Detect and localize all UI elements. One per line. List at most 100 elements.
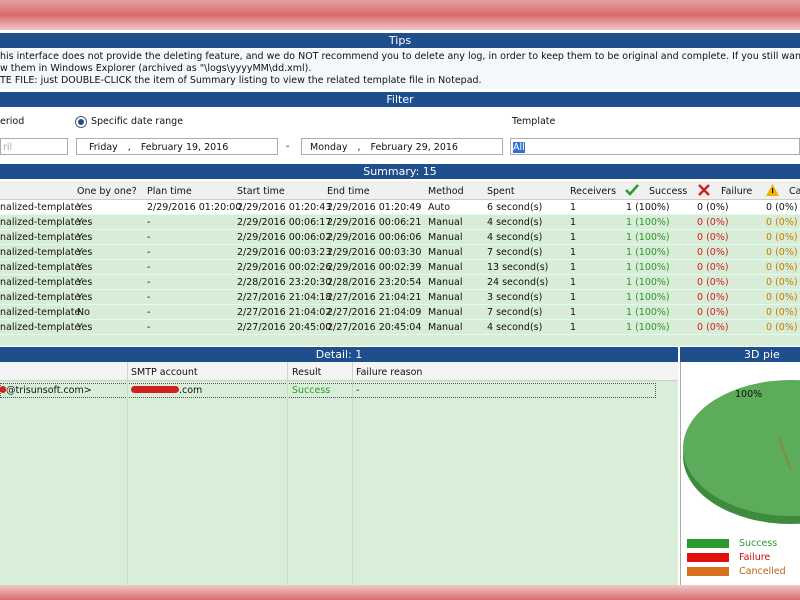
- period-label: eriod: [0, 116, 25, 127]
- template-label: Template: [512, 116, 556, 127]
- detail-grid: SMTP account Result Failure reason @tris…: [0, 362, 678, 585]
- cell: 2/29/2016 00:02:39: [327, 262, 422, 273]
- cell: Manual: [428, 292, 463, 303]
- summary-row[interactable]: nalized-template Yes - 2/28/2016 23:20:30 2/…: [0, 275, 800, 290]
- cell: 0 (0%): [766, 262, 798, 273]
- from-date-picker[interactable]: Friday, February 19, 2016: [76, 138, 278, 155]
- cell: 2/27/2016 20:45:00: [237, 322, 332, 333]
- summary-row[interactable]: nalized-template Yes - 2/29/2016 00:06:02 2/…: [0, 230, 800, 245]
- summary-row[interactable]: nalized-template Yes - 2/27/2016 20:45:00 2/…: [0, 320, 800, 335]
- cell: 1: [570, 262, 577, 273]
- cell: 6 second(s): [487, 202, 543, 213]
- column-header: Failure: [721, 186, 753, 197]
- cell: 0 (0%): [697, 262, 729, 273]
- summary-row[interactable]: nalized-template Yes - 2/27/2016 21:04:18 2/…: [0, 290, 800, 305]
- summary-row[interactable]: nalized-template Yes - 2/29/2016 00:03:23 2/…: [0, 245, 800, 260]
- cell: 3 second(s): [487, 292, 543, 303]
- cell: Auto: [428, 202, 451, 213]
- summary-row[interactable]: nalized-template Yes 2/29/2016 01:20:00 2/2…: [0, 200, 800, 215]
- cell: 2/29/2016 00:06:21: [327, 217, 422, 228]
- cell: 2/28/2016 23:20:30: [237, 277, 332, 288]
- cell: 1: [570, 217, 577, 228]
- cell: 2/27/2016 21:04:18: [237, 292, 332, 303]
- separator: ,: [127, 142, 131, 153]
- date: February 29, 2016: [370, 142, 458, 153]
- tips-line: w them in Windows Explorer (archived as …: [0, 63, 312, 74]
- cell: nalized-template: [0, 292, 81, 303]
- cell: 24 second(s): [487, 277, 549, 288]
- cell: 1 (100%): [626, 307, 670, 318]
- cell: Success: [292, 385, 331, 396]
- cell: 4 second(s): [487, 217, 543, 228]
- cell: nalized-template: [0, 262, 81, 273]
- cell: 0 (0%): [766, 292, 798, 303]
- failure-icon: [698, 184, 710, 196]
- day: Monday: [310, 142, 348, 153]
- cell: No: [77, 307, 90, 318]
- cell: Manual: [428, 247, 463, 258]
- cell: 0 (0%): [697, 307, 729, 318]
- cell: 1 (100%): [626, 232, 670, 243]
- cell: -: [147, 217, 151, 228]
- combo-value: ril: [3, 142, 13, 153]
- cell: 2/29/2016 01:20:43: [237, 202, 332, 213]
- cell: 1 (100%): [626, 217, 670, 228]
- cell: Manual: [428, 277, 463, 288]
- template-input[interactable]: All: [510, 138, 800, 155]
- cell: 0 (0%): [697, 232, 729, 243]
- radio-button[interactable]: [75, 116, 87, 128]
- cell: 0 (0%): [766, 232, 798, 243]
- column-header: Start time: [237, 186, 285, 197]
- warning-icon: [766, 184, 779, 196]
- cell: 1: [570, 247, 577, 258]
- cell: Yes: [77, 217, 93, 228]
- cell: 1 (100%): [626, 292, 670, 303]
- period-combo[interactable]: ril: [0, 138, 68, 155]
- cell: -: [147, 232, 151, 243]
- summary-row[interactable]: nalized-template Yes - 2/29/2016 00:06:17 2/…: [0, 215, 800, 230]
- to-date-picker[interactable]: Monday, February 29, 2016: [301, 138, 503, 155]
- cell: 1: [570, 307, 577, 318]
- cell: -: [147, 307, 151, 318]
- cell: 4 second(s): [487, 232, 543, 243]
- cell: 0 (0%): [766, 322, 798, 333]
- background-strip: [0, 0, 800, 30]
- column-header-row: [0, 181, 800, 200]
- column-header: Method: [428, 186, 464, 197]
- day: Friday: [89, 142, 118, 153]
- cell: @trisunsoft.com>: [0, 385, 92, 396]
- cell: 2/28/2016 23:20:54: [327, 277, 422, 288]
- cell: 2/29/2016 00:06:06: [327, 232, 422, 243]
- cell: Manual: [428, 217, 463, 228]
- pie-chart: [683, 380, 800, 524]
- cell: 0 (0%): [766, 277, 798, 288]
- cell: Manual: [428, 307, 463, 318]
- cell: nalized-template: [0, 277, 81, 288]
- summary-row[interactable]: nalized-template Yes - 2/29/2016 00:02:26 2/…: [0, 260, 800, 275]
- input-value: All: [513, 142, 525, 153]
- cell: 0 (0%): [766, 202, 798, 213]
- cell: 2/27/2016 20:45:04: [327, 322, 422, 333]
- cell: 2/27/2016 21:04:09: [327, 307, 422, 318]
- filter-header: Filter: [0, 92, 800, 107]
- cell: 2/29/2016 01:20:00: [147, 202, 242, 213]
- tips-panel: his interface does not provide the delet…: [0, 49, 800, 89]
- cell: 2/29/2016 01:20:49: [327, 202, 422, 213]
- cell: 1 (100%): [626, 262, 670, 273]
- cell: 1: [570, 322, 577, 333]
- cell: 1: [570, 202, 577, 213]
- cell: 7 second(s): [487, 247, 543, 258]
- date: February 19, 2016: [140, 142, 229, 153]
- cell: -: [147, 262, 151, 273]
- summary-row[interactable]: nalized-template No - 2/27/2016 21:04:02 2/2…: [0, 305, 800, 320]
- radio-label[interactable]: Specific date range: [91, 116, 184, 127]
- email: @trisunsoft.com>: [6, 385, 92, 396]
- smtp-account: .com: [179, 385, 203, 396]
- cell: 0 (0%): [697, 277, 729, 288]
- cell: 0 (0%): [766, 217, 798, 228]
- cell: 0 (0%): [766, 307, 798, 318]
- cell: 0 (0%): [766, 247, 798, 258]
- cell: Yes: [77, 202, 93, 213]
- cell: nalized-template: [0, 202, 81, 213]
- background-strip: [0, 585, 800, 600]
